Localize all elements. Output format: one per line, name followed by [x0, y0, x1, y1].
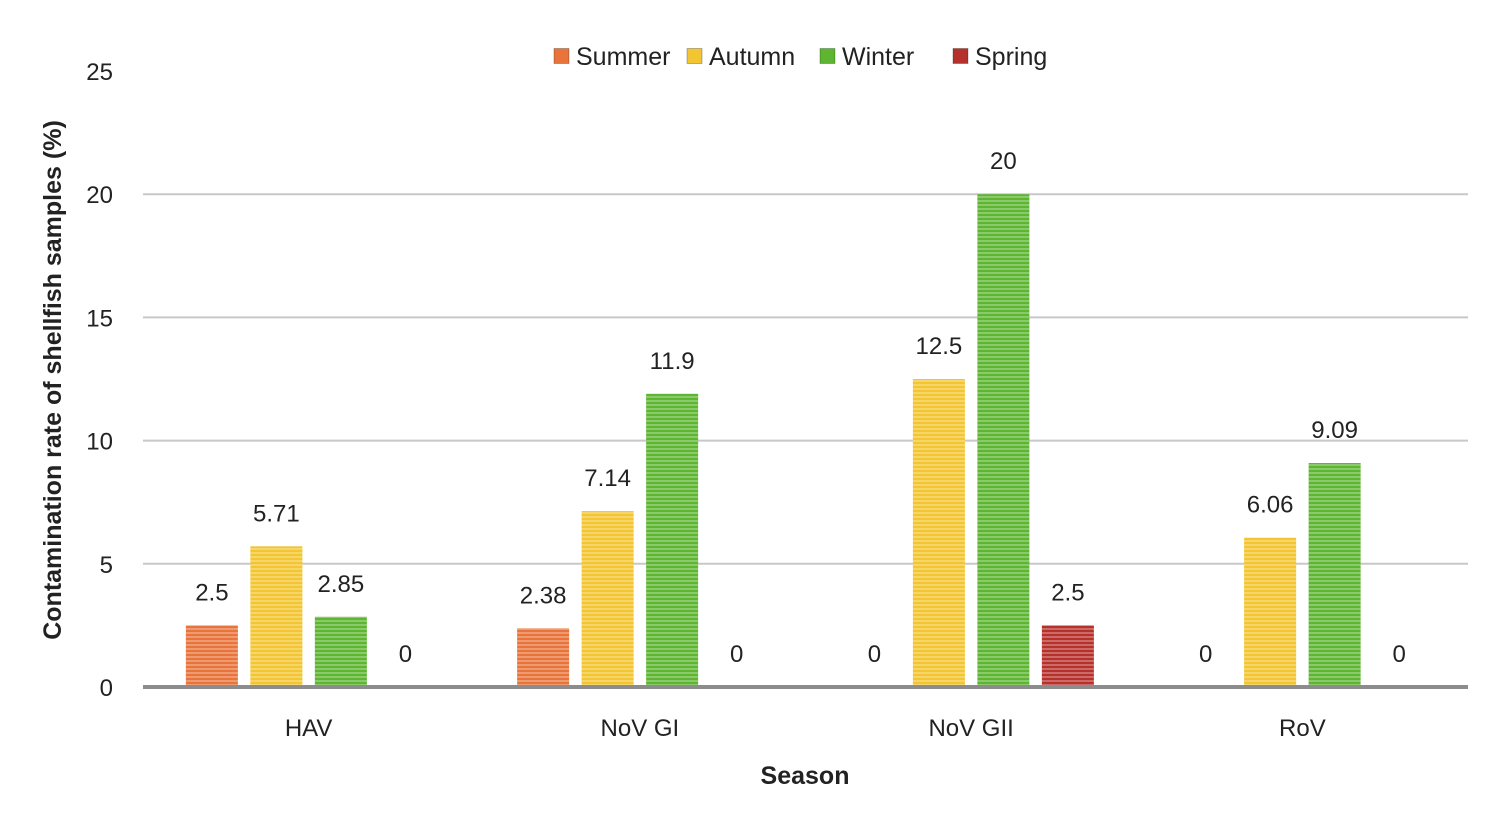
- bar-texture: [1308, 463, 1361, 687]
- legend-label-winter: Winter: [842, 43, 914, 71]
- data-label: 2.5: [1051, 579, 1084, 606]
- legend-label-spring: Spring: [975, 43, 1047, 71]
- bar-texture: [1041, 625, 1094, 687]
- axes: 0 5 10 15 20 25 HAV NoV GI NoV GII RoV: [86, 59, 1468, 742]
- legend-label-autumn: Autumn: [709, 43, 795, 71]
- data-label: 5.71: [253, 500, 300, 527]
- data-label: 0: [730, 641, 743, 668]
- x-tick-label: RoV: [1279, 715, 1326, 742]
- x-tick-label: NoV GII: [928, 715, 1013, 742]
- data-label: 20: [990, 148, 1017, 175]
- data-label: 11.9: [650, 348, 695, 375]
- x-tick-label: HAV: [285, 715, 333, 742]
- data-label: 9.09: [1311, 417, 1358, 444]
- bar-texture: [314, 616, 367, 687]
- data-labels: 2.5 5.71 2.85 0 2.38 7.14 11.9 0 0 12.5 20 2.5 0 6.06…: [195, 148, 1406, 668]
- y-tick-label: 20: [86, 182, 113, 209]
- data-label: 2.85: [318, 571, 365, 598]
- data-label: 6.06: [1247, 492, 1294, 519]
- data-label: 12.5: [916, 333, 963, 360]
- bar-texture: [517, 628, 570, 687]
- bar-texture: [977, 194, 1030, 687]
- data-label: 0: [1392, 641, 1405, 668]
- bar-texture: [646, 393, 699, 687]
- bars: [185, 194, 1361, 687]
- data-label: 2.5: [195, 579, 228, 606]
- y-tick-label: 0: [100, 675, 113, 702]
- bar-texture: [1244, 537, 1297, 687]
- data-label: 7.14: [584, 465, 631, 492]
- legend-label-summer: Summer: [576, 43, 670, 71]
- legend-swatch-summer: [553, 48, 570, 64]
- data-label: 0: [868, 641, 881, 668]
- x-tick-label: NoV GI: [601, 715, 680, 742]
- bar-texture: [912, 379, 965, 687]
- data-label: 0: [1199, 641, 1212, 668]
- legend-swatch-winter: [819, 48, 836, 64]
- y-tick-label: 15: [86, 305, 113, 332]
- legend-swatch-spring: [952, 48, 969, 64]
- data-label: 2.38: [520, 582, 567, 609]
- legend-swatch-autumn: [686, 48, 703, 64]
- y-tick-label: 25: [86, 59, 113, 86]
- bar-texture: [185, 625, 238, 687]
- bar-texture: [250, 546, 303, 687]
- y-tick-label: 5: [100, 552, 113, 579]
- legend: Summer Autumn Winter Spring: [553, 43, 1047, 71]
- bar-texture: [581, 511, 634, 687]
- y-axis-title: Contamination rate of shellfish samples …: [39, 120, 67, 640]
- y-tick-label: 10: [86, 429, 113, 456]
- x-axis-title: Season: [761, 762, 850, 790]
- data-label: 0: [399, 641, 412, 668]
